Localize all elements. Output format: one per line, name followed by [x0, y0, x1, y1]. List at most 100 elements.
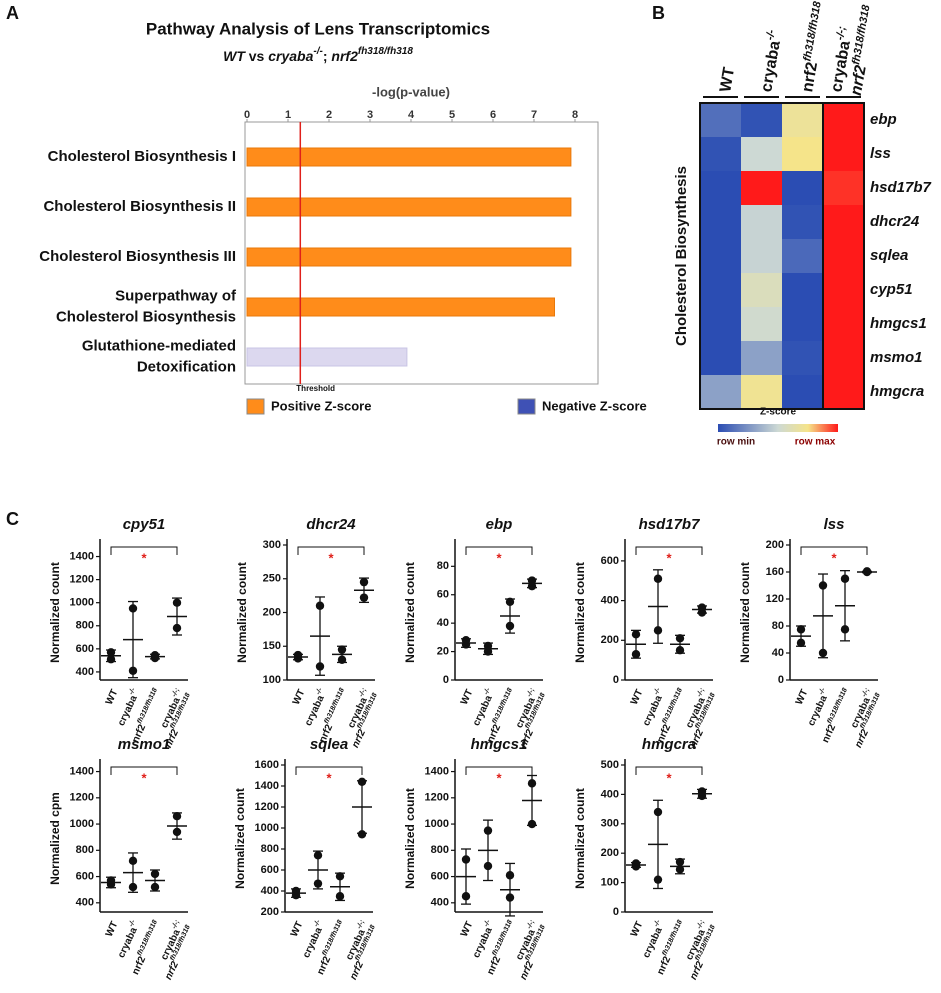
- label-line: WT: [717, 66, 738, 94]
- y-tick-label: 0: [443, 674, 449, 686]
- y-tick-label: 0: [778, 674, 784, 686]
- bar: [246, 247, 572, 267]
- group-label: cryaba-/-;nrf2fh318/fh318: [344, 919, 377, 981]
- label-text: nrf2: [485, 954, 503, 976]
- significance-star: *: [496, 550, 502, 565]
- significance-star: *: [326, 770, 332, 785]
- y-tick-label: 60: [437, 589, 449, 601]
- label-line: cryaba-/-: [755, 29, 786, 94]
- bar: [246, 147, 572, 167]
- colorbar-title: Z-score: [760, 407, 797, 418]
- y-axis-label: Normalized count: [233, 788, 247, 889]
- label-text: WT: [104, 688, 121, 707]
- label-text: cryaba: [758, 40, 784, 94]
- group-label: cryaba-/-;nrf2fh318/fh318: [684, 919, 717, 981]
- plot-title: hmgcra: [642, 736, 696, 753]
- row-label: lss: [870, 145, 891, 162]
- label-text: WT: [794, 688, 811, 707]
- y-axis-label: Normalized count: [235, 562, 249, 663]
- label-sup: -/-: [313, 919, 322, 929]
- label-line: WT: [794, 688, 811, 707]
- x-axis-label: -log(p-value): [372, 84, 450, 99]
- label-sup: -/-: [653, 919, 662, 929]
- y-tick-label: 40: [772, 647, 784, 659]
- y-tick-label: 200: [261, 906, 279, 918]
- y-axis-label: Normalized count: [403, 562, 417, 663]
- label-sup: -/-: [653, 687, 662, 697]
- category-label: Detoxification: [137, 358, 236, 375]
- subtitle-part: WT: [223, 48, 246, 64]
- x-tick-label: 8: [572, 109, 578, 121]
- group-label: WT: [289, 920, 306, 939]
- x-tick-label: 5: [449, 109, 455, 121]
- plot-title: cpy51: [123, 516, 166, 533]
- y-tick-label: 120: [766, 593, 784, 605]
- heatmap-cell: [741, 137, 783, 172]
- heatmap-cell: [823, 171, 865, 206]
- subtitle-part: ;: [323, 48, 332, 64]
- row-label: sqlea: [870, 247, 908, 264]
- heatmap-cell: [741, 273, 783, 308]
- label-text: WT: [291, 688, 308, 707]
- x-tick-label: 3: [367, 109, 373, 121]
- label-sup: -/-;: [696, 687, 706, 698]
- heatmap-cell: [823, 273, 865, 308]
- y-axis-label: Normalized count: [573, 788, 587, 889]
- label-sup: fh318/fh318: [324, 687, 347, 725]
- heatmap-cell: [782, 137, 824, 172]
- label-sup: -/-;: [358, 687, 368, 698]
- heatmap-cell: [782, 171, 824, 206]
- y-tick-label: 80: [437, 560, 449, 572]
- heatmap-cell: [741, 375, 783, 410]
- label-sup: -/-;: [356, 919, 366, 930]
- y-tick-label: 20: [437, 645, 449, 657]
- plot-title: lss: [824, 516, 845, 533]
- y-axis-label: Normalized count: [403, 788, 417, 889]
- label-line: WT: [104, 688, 121, 707]
- y-tick-label: 1000: [70, 818, 94, 830]
- significance-bracket: [800, 546, 868, 555]
- significance-star: *: [666, 550, 672, 565]
- legend-swatch: [246, 398, 265, 415]
- label-sup: fh318/fh318: [850, 3, 872, 66]
- x-tick-label: 6: [490, 109, 496, 121]
- row-label: ebp: [870, 111, 897, 128]
- label-sup: fh318/fh318: [801, 0, 823, 62]
- label-line: WT: [104, 920, 121, 939]
- significance-star: *: [666, 770, 672, 785]
- label-line: WT: [459, 688, 476, 707]
- y-tick-label: 600: [431, 870, 449, 882]
- x-tick-label: 7: [531, 109, 537, 121]
- y-tick-label: 1200: [70, 792, 94, 804]
- label-text: WT: [629, 920, 646, 939]
- heatmap-cell: [741, 341, 783, 376]
- significance-star: *: [141, 550, 147, 565]
- y-tick-label: 300: [601, 818, 619, 830]
- group-label: cryaba-/-: [755, 29, 786, 94]
- plot-title: hsd17b7: [639, 516, 701, 533]
- significance-bracket: [297, 546, 365, 555]
- label-line: nrf2fh318/fh318: [796, 0, 832, 93]
- heatmap-cell: [741, 103, 783, 138]
- label-sup: -/-;: [171, 919, 181, 930]
- label-sup: -/-: [483, 687, 492, 697]
- group-label: WT: [629, 920, 646, 939]
- y-tick-label: 500: [601, 759, 619, 771]
- category-label: Cholesterol Biosynthesis: [56, 308, 236, 325]
- group-label: WT: [291, 688, 308, 707]
- y-axis-label: Normalized count: [573, 562, 587, 663]
- y-tick-label: 800: [431, 844, 449, 856]
- heatmap-frame: [699, 102, 865, 410]
- significance-bracket: [110, 546, 178, 555]
- subtitle-part: -/-: [313, 46, 323, 57]
- label-text: WT: [459, 920, 476, 939]
- label-sup: -/-: [315, 687, 324, 697]
- colorbar-label: row max: [795, 437, 836, 448]
- label-sup: -/-;: [171, 687, 181, 698]
- label-sup: fh318/fh318: [322, 919, 345, 957]
- legend-swatch: [517, 398, 536, 415]
- heatmap-cell: [700, 137, 742, 172]
- heatmap-cell: [782, 307, 824, 342]
- group-label: WT: [459, 920, 476, 939]
- plot-title: sqlea: [310, 736, 348, 753]
